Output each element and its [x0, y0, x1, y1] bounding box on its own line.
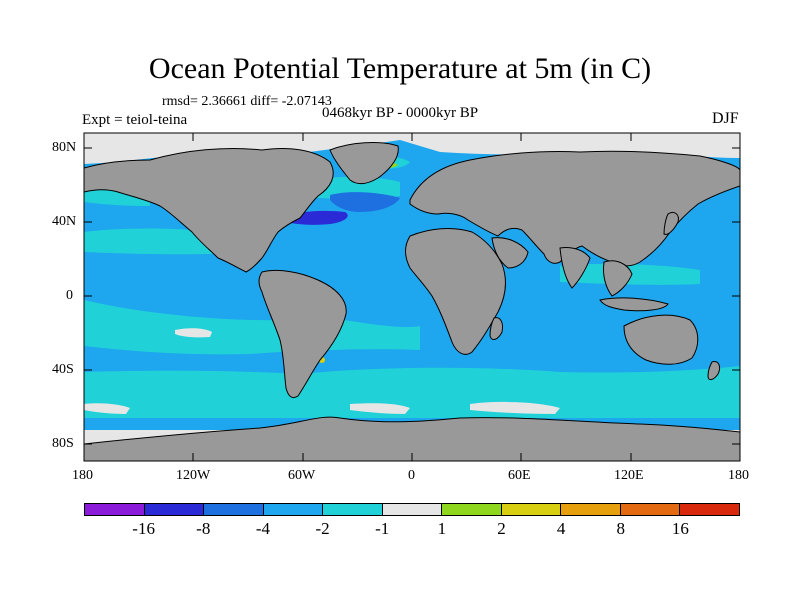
indonesia: [599, 297, 669, 312]
colorbar-segment: [680, 504, 740, 515]
lat-tick-label: 40N: [52, 214, 77, 229]
colorbar-segment: [620, 504, 681, 515]
colorbar: [84, 503, 740, 516]
antarctica: [84, 416, 740, 461]
colorbar-label: 8: [616, 519, 625, 538]
colorbar-label: 4: [556, 519, 566, 538]
plot-title: Ocean Potential Temperature at 5m (in C): [148, 52, 652, 85]
africa: [405, 228, 506, 355]
experiment-label: Expt = teiol-teina: [82, 112, 188, 128]
japan: [663, 211, 679, 235]
lat-tick-label: 40S: [52, 362, 74, 377]
colorbar-label: -2: [315, 519, 330, 538]
arabia: [491, 237, 529, 269]
australia: [623, 314, 699, 365]
colorbar-segment: [561, 504, 621, 515]
lon-tick-marks: [83, 133, 741, 461]
lat-tick-label: 80N: [52, 140, 77, 155]
north-america: [84, 147, 334, 273]
colorbar-label: 1: [437, 519, 447, 538]
colorbar-segment: [263, 504, 324, 515]
greenland: [329, 142, 399, 185]
colorbar-segment: [204, 504, 264, 515]
colorbar-segment: [323, 504, 383, 515]
colorbar-segment: [85, 504, 145, 515]
colorbar-segment: [442, 504, 502, 515]
lat-tick-label: 0: [66, 288, 73, 303]
season-label: DJF: [712, 110, 739, 127]
new-zealand: [707, 361, 721, 381]
colorbar-label: -4: [255, 519, 270, 538]
lon-tick-label: 180: [728, 468, 749, 483]
lon-tick-label: 120W: [176, 468, 211, 483]
colorbar-segment: [144, 504, 205, 515]
colorbar-label: -1: [375, 519, 390, 538]
south-america: [258, 269, 347, 399]
southeast-asia: [603, 260, 633, 297]
period-label: 0468kyr BP - 0000kyr BP: [322, 105, 479, 121]
map-content: [84, 133, 740, 461]
north-atlantic-cold: [330, 192, 400, 212]
colorbar-label: 16: [671, 519, 689, 538]
lat-tick-label: 80S: [52, 436, 74, 451]
lon-tick-label: 120E: [614, 468, 644, 483]
india: [559, 247, 591, 289]
ocean-light-bands: [84, 176, 740, 418]
colorbar-label: 2: [497, 519, 506, 538]
lon-tick-label: 180: [72, 468, 93, 483]
stats-text: rmsd= 2.36661 diff= -2.07143: [162, 94, 332, 109]
madagascar: [489, 317, 503, 340]
lon-tick-label: 60W: [288, 468, 316, 483]
lon-tick-label: 0: [408, 468, 415, 483]
lat-tick-marks: [84, 147, 740, 445]
arctic-ice: [84, 133, 740, 164]
colorbar-label: -8: [196, 519, 211, 538]
land-masses: [84, 142, 740, 461]
lon-tick-label: 60E: [508, 468, 531, 483]
colorbar-segment: [382, 504, 443, 515]
colorbar-label: -16: [132, 519, 155, 538]
colorbar-segment: [501, 504, 562, 515]
